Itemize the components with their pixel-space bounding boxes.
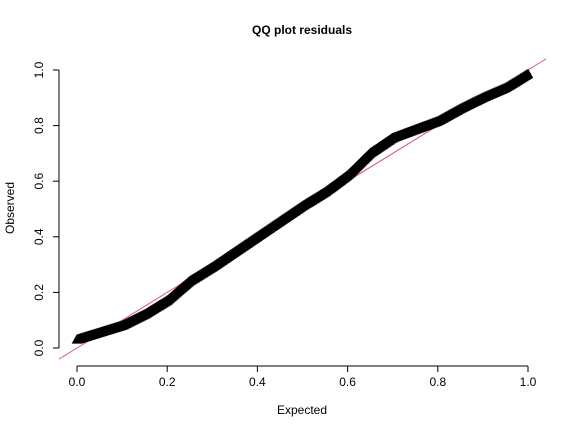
x-tick-label: 0.6 (339, 375, 356, 389)
y-tick-label: 0.0 (32, 339, 46, 356)
y-axis-label: Observed (3, 182, 17, 234)
y-tick-label: 0.2 (32, 284, 46, 301)
y-tick-label: 0.4 (32, 228, 46, 245)
chart-title: QQ plot residuals (252, 23, 352, 37)
x-axis-ticks: 0.0 0.2 0.4 0.6 0.8 1.0 (69, 366, 537, 389)
x-tick-label: 0.4 (249, 375, 266, 389)
y-tick-label: 0.8 (32, 117, 46, 134)
x-tick-label: 0.2 (159, 375, 176, 389)
data-point (522, 68, 534, 79)
x-tick-label: 0.0 (69, 375, 86, 389)
x-tick-label: 1.0 (520, 375, 537, 389)
x-tick-label: 0.8 (429, 375, 446, 389)
y-tick-label: 1.0 (32, 61, 46, 78)
data-points (71, 68, 534, 344)
y-axis-ticks: 0.0 0.2 0.4 0.6 0.8 1.0 (32, 61, 59, 356)
y-tick-label: 0.6 (32, 173, 46, 190)
x-axis-label: Expected (277, 403, 327, 417)
